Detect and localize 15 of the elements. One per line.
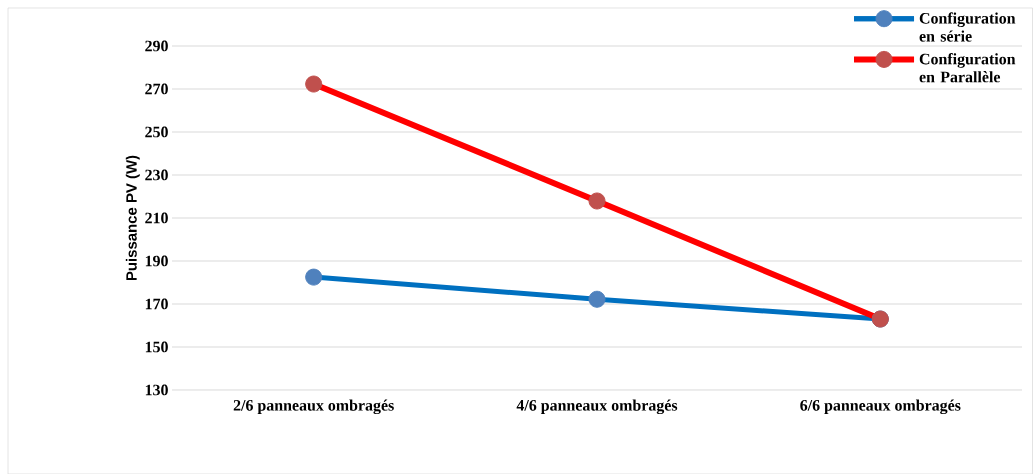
y-axis-title: Puissance PV (W) xyxy=(125,155,140,280)
legend-label: Configuration en série xyxy=(919,12,1016,42)
y-tick-label: 250 xyxy=(145,126,168,138)
x-tick-label: 6/6 panneaux ombragés xyxy=(800,399,961,414)
y-tick-label: 130 xyxy=(145,384,168,396)
legend-label: Configuration en Parallèle xyxy=(919,52,1016,83)
y-tick-label: 190 xyxy=(145,255,168,267)
y-tick-label: 170 xyxy=(145,298,168,310)
y-tick-label: 210 xyxy=(145,212,168,224)
y-tick-label: 270 xyxy=(145,83,168,95)
y-tick-label: 150 xyxy=(145,341,168,353)
x-tick-label: 4/6 panneaux ombragés xyxy=(516,399,678,414)
y-tick-label: 230 xyxy=(145,169,168,181)
y-tick-label: 290 xyxy=(145,40,168,52)
x-tick-label: 2/6 panneaux ombragés xyxy=(233,399,394,414)
